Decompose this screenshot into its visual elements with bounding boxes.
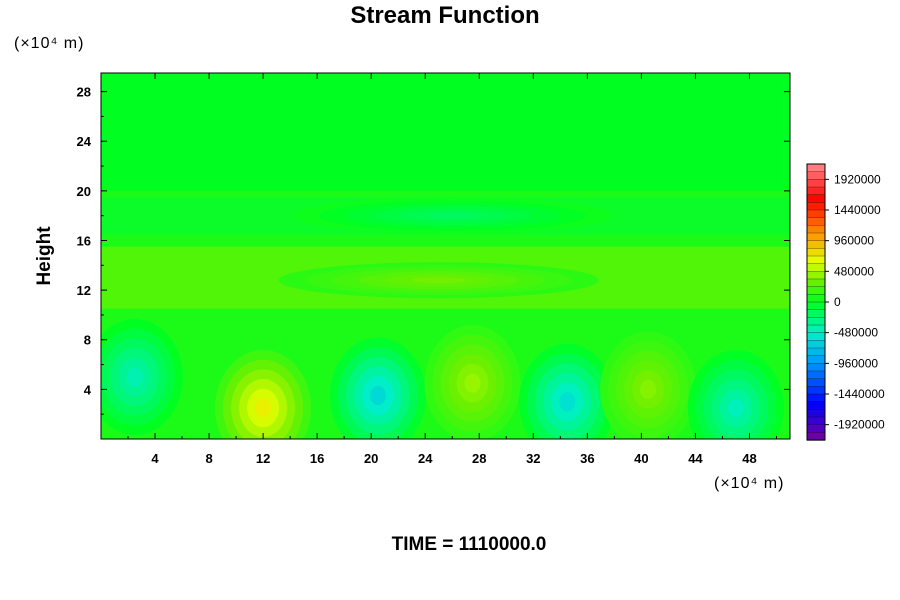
colorbar-segment [806, 294, 826, 303]
y-tick-label: 24 [77, 134, 92, 149]
feature-contour-4-1 [559, 392, 576, 412]
colorbar-label: -1440000 [834, 387, 885, 401]
colorbar-segment [806, 386, 826, 395]
colorbar-label: 0 [834, 295, 841, 309]
colorbar-segment [806, 286, 826, 295]
colorbar-segment [806, 416, 826, 426]
x-tick-label: 40 [634, 451, 648, 466]
y-tick-label: 20 [77, 184, 91, 199]
colorbar: 1920000 1440000 960000 480000 0 -480000 -96000… [806, 163, 885, 441]
feature-contour-6-1 [727, 398, 744, 418]
x-tick-label: 16 [310, 451, 324, 466]
colorbar-segment [806, 317, 826, 326]
colorbar-segment [806, 225, 826, 234]
colorbar-segment [806, 271, 826, 280]
colorbar-segment [806, 255, 826, 265]
colorbar-segment [806, 232, 826, 242]
x-tick-label: 24 [418, 451, 433, 466]
colorbar-segment [806, 240, 826, 249]
x-tick-label: 28 [472, 451, 486, 466]
colorbar-segment [806, 409, 826, 418]
x-tick-label: 8 [205, 451, 212, 466]
colorbar-segment [806, 401, 826, 410]
colorbar-label: -960000 [834, 356, 878, 370]
colorbar-segment [806, 217, 826, 226]
x-tick-label: 32 [526, 451, 540, 466]
chart-title: Stream Function [350, 2, 539, 29]
colorbar-segment [806, 179, 826, 188]
top-region [101, 73, 790, 191]
feature-contour-5-1 [640, 379, 657, 400]
colorbar-segment [806, 163, 826, 173]
colorbar-segment [806, 186, 826, 196]
colorbar-segment [806, 424, 826, 433]
feature-contour-1-1 [255, 398, 272, 418]
feature-contour-8-1 [425, 212, 479, 219]
colorbar-segment [806, 209, 826, 219]
colorbar-segment [806, 355, 826, 364]
colorbar-label: -1920000 [834, 418, 885, 432]
colorbar-segment [806, 202, 826, 211]
feature-contour-3-1 [464, 373, 481, 393]
colorbar-label: 480000 [834, 264, 874, 278]
colorbar-segment [806, 370, 826, 380]
x-unit-label: (×10⁴ m) [714, 475, 784, 492]
x-tick-label: 20 [364, 451, 378, 466]
x-tick-label: 36 [580, 451, 594, 466]
colorbar-segment [806, 363, 826, 372]
contour-layer [101, 73, 790, 439]
plot-area [101, 73, 790, 439]
colorbar-segment [806, 432, 826, 441]
y-tick-label: 12 [77, 283, 91, 298]
colorbar-label: 960000 [834, 234, 874, 248]
x-tick-label: 48 [742, 451, 756, 466]
y-tick-label: 16 [77, 233, 91, 248]
time-footer: TIME = 1110000.0 [392, 534, 547, 555]
feature-contour-7-1 [412, 277, 466, 284]
feature-contour-0-1 [126, 367, 143, 387]
colorbar-segment [806, 347, 826, 357]
colorbar-segment [806, 263, 826, 272]
colorbar-segment [806, 324, 826, 334]
feature-contour-2-1 [369, 385, 386, 406]
colorbar-segment [806, 332, 826, 341]
y-unit-label: (×10⁴ m) [14, 35, 84, 52]
colorbar-segment [806, 194, 826, 203]
colorbar-label: 1920000 [834, 172, 881, 186]
plot-frame [100, 72, 791, 440]
colorbar-segment [806, 278, 826, 288]
y-axis-label: Height [34, 226, 55, 286]
y-tick-label: 4 [84, 382, 92, 397]
y-tick-label: 28 [77, 85, 91, 100]
colorbar-segment [806, 378, 826, 387]
colorbar-label: 1440000 [834, 203, 881, 217]
colorbar-segment [806, 248, 826, 257]
x-tick-label: 4 [151, 451, 159, 466]
colorbar-segment [806, 301, 826, 311]
colorbar-segment [806, 393, 826, 403]
x-tick-label: 12 [256, 451, 270, 466]
y-axis: 4 8 12 16 20 24 28 [77, 85, 790, 415]
colorbar-label: -480000 [834, 326, 878, 340]
colorbar-segment [806, 171, 826, 180]
colorbar-segment [806, 309, 826, 318]
colorbar-segment [806, 340, 826, 349]
x-axis: 4 8 12 16 20 24 28 32 36 40 44 48 [127, 73, 777, 466]
y-tick-label: 8 [84, 333, 91, 348]
x-tick-label: 44 [688, 451, 703, 466]
